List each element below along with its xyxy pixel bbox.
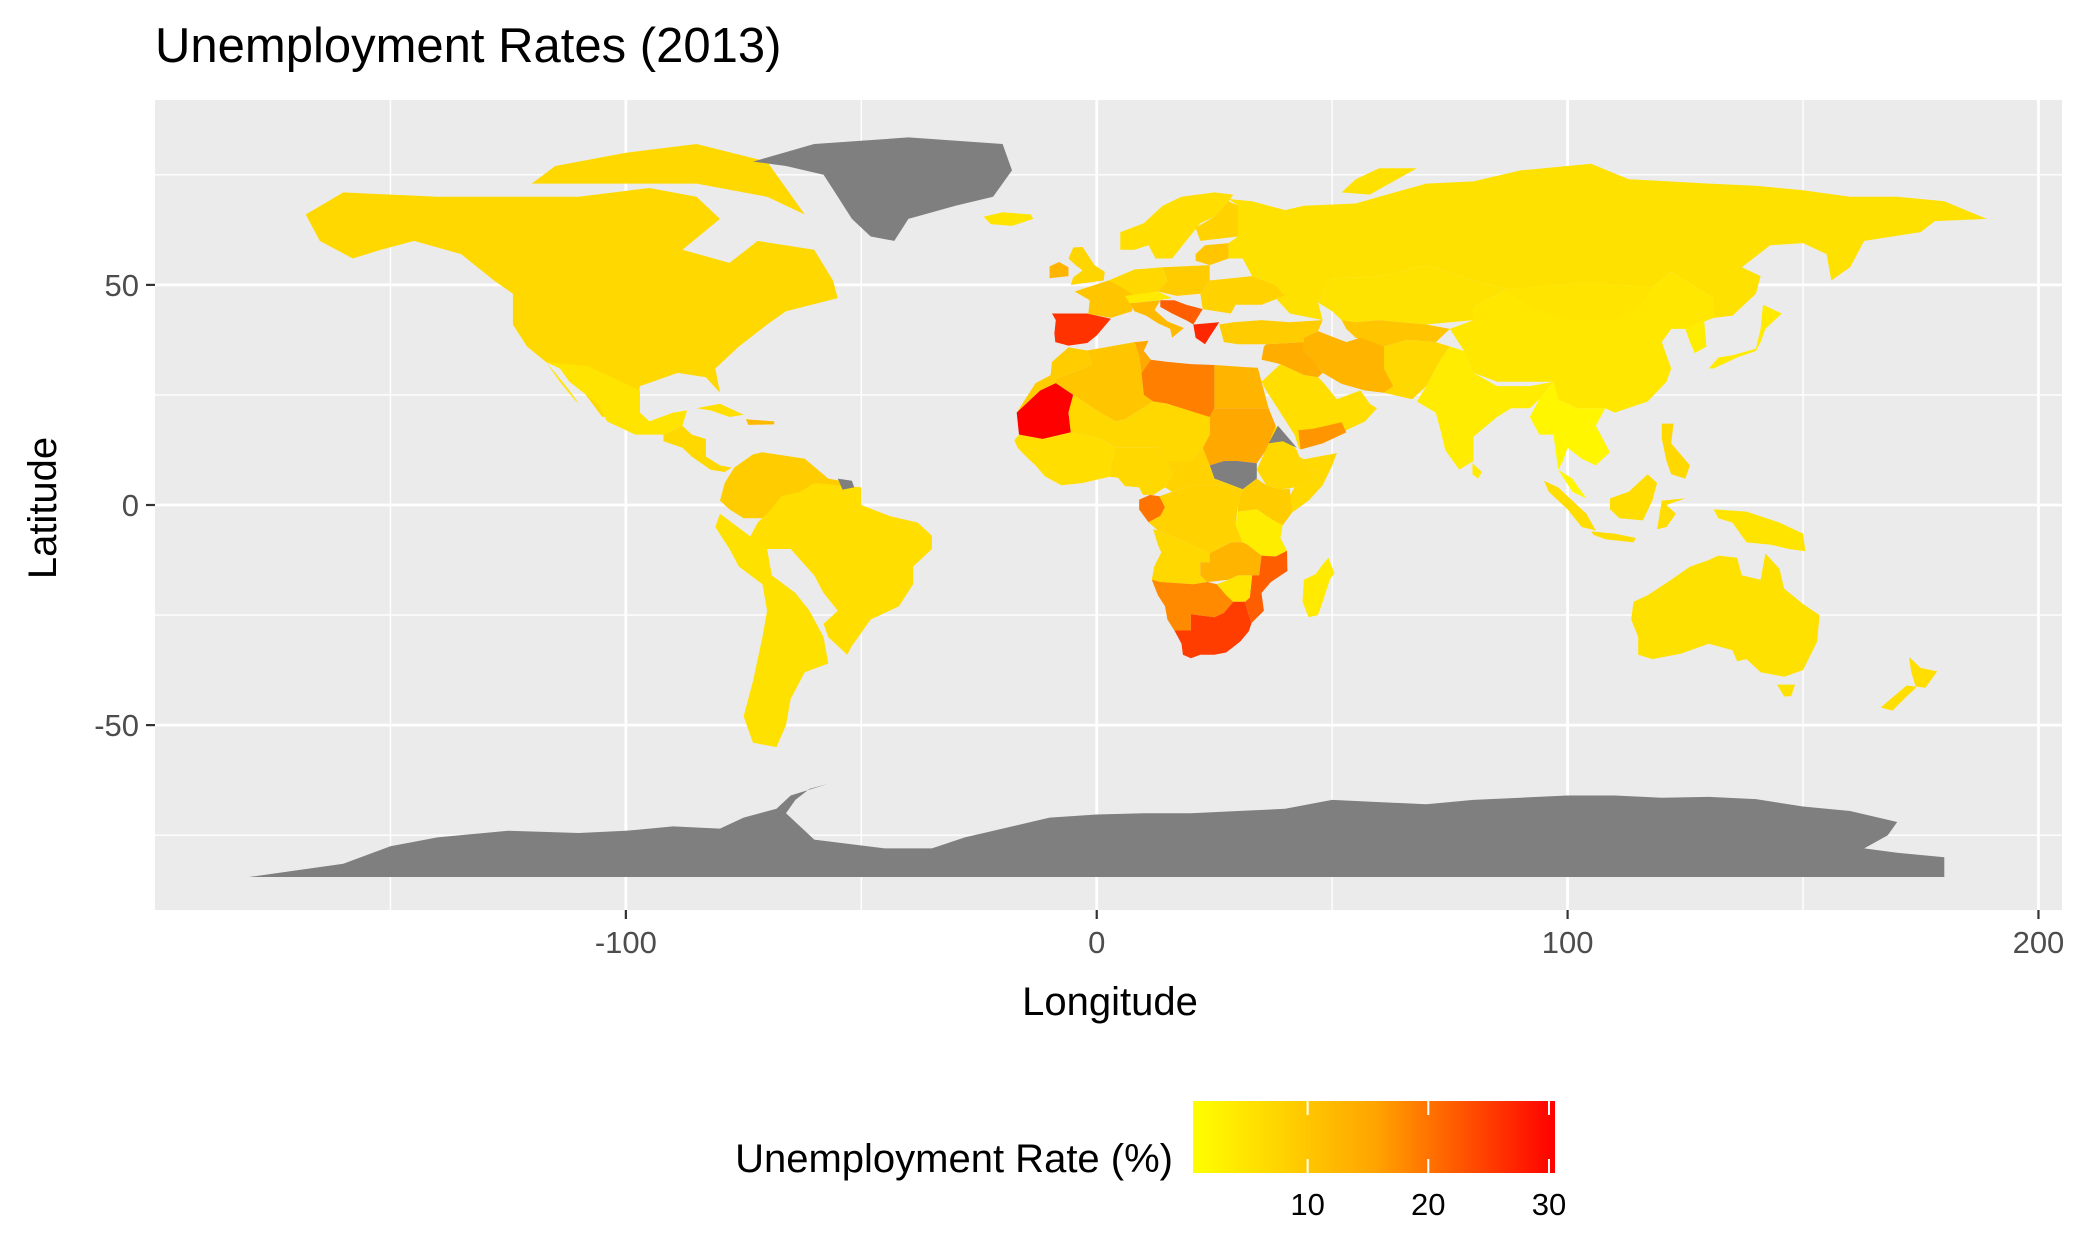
legend-title: Unemployment Rate (%) [735,1137,1173,1181]
region-western-europe [1108,267,1168,296]
region-tanzania [1235,509,1287,557]
region-sumatra [1544,480,1596,531]
region-china [1449,271,1714,413]
region-greenland [753,137,1012,241]
region-brazil [748,483,932,655]
region-korea [1685,320,1707,354]
region-ireland [1049,262,1069,279]
region-iran [1303,331,1394,393]
region-levant-and-iraq [1261,342,1323,378]
chart-title: Unemployment Rates (2013) [155,19,781,73]
region-central-europe [1157,265,1210,296]
region-south-sudan [1209,461,1257,490]
region-west-africa [1014,432,1116,486]
region-iberia [1052,313,1111,346]
region-mongolia [1506,282,1653,321]
region-hispaniola [745,419,775,425]
region-java [1591,531,1636,543]
region-central-africa [1148,483,1243,554]
region-libya [1141,359,1215,417]
region-baltics [1195,243,1229,266]
region-zimbabwe [1216,575,1253,602]
x-axis-title: Longitude [1022,980,1198,1024]
region-alps [1125,291,1173,304]
region-mozambique [1245,550,1288,623]
region-japan [1708,304,1782,369]
region-scandinavia [1120,192,1234,259]
region-gabon [1139,494,1165,523]
region-iceland [983,212,1034,226]
region-mexico [545,361,688,435]
legend-color-bar [1193,1101,1555,1173]
region-balkans [1160,300,1203,325]
region-borneo [1610,474,1658,521]
x-tick-label: 100 [1542,925,1594,960]
region-central-america [663,425,732,472]
region-morocco-and-western-sahara [1016,347,1092,413]
region-antarctica [249,783,1945,877]
region-sulawesi [1657,498,1686,530]
x-tick-label: 0 [1088,925,1105,960]
region-france [1074,280,1135,318]
x-tick-label: -100 [595,925,657,960]
region-mauritania [1016,383,1074,439]
region-north-america [305,188,838,417]
region-kenya-and-uganda [1238,478,1293,526]
region-novaya-zemlya [1341,168,1417,195]
region-sahel [1068,394,1210,461]
legend-ticks: 10 20 30 [1290,1101,1566,1222]
region-guyana-region [837,478,855,490]
region-namibia-and-botswana [1151,579,1234,631]
region-tunisia [1134,340,1151,373]
region-angola [1151,529,1210,585]
region-finland [1195,201,1238,241]
region-india [1416,346,1554,470]
region-yemen [1298,422,1347,450]
region-turkey-and-caucasus [1219,320,1323,345]
y-tick-label: 50 [105,268,139,303]
region-algeria [1055,342,1154,422]
region-egypt [1214,365,1269,409]
map-regions [249,137,1987,877]
region-southeast-asia [1529,381,1610,499]
axis-ticks [146,283,2040,919]
region-zambia-and-malawi [1200,542,1262,582]
region-canadian-arctic [531,144,805,215]
region-italy [1129,300,1184,338]
region-andes-west [715,513,829,748]
region-kazakhstan [1318,265,1507,325]
region-new-guinea [1713,509,1806,552]
legend-tick-label: 30 [1532,1187,1566,1222]
legend: Unemployment Rate (%) 10 20 30 [735,1101,1566,1222]
region-cuba [696,403,744,417]
region-russia [1228,163,1987,321]
region-arabian-peninsula [1261,364,1377,450]
legend-tick-label: 20 [1411,1187,1445,1222]
region-south-africa [1174,601,1252,659]
y-tick-label: 0 [122,488,139,523]
region-chad-and-car [1165,447,1227,492]
region-sri-lanka [1472,463,1482,479]
region-eritrea [1268,425,1297,448]
legend-tick-label: 10 [1290,1187,1324,1222]
y-tick-label: -50 [94,708,139,743]
region-nigeria-and-cameroon [1109,447,1173,495]
region-madagascar [1302,557,1335,618]
region-great-britain [1068,247,1105,285]
region-sudan [1202,408,1276,466]
region-baja-california [545,361,579,404]
region-greece [1193,322,1220,345]
x-tick-label: 200 [2013,925,2065,960]
region-australia [1631,553,1820,677]
region-philippines [1661,423,1690,479]
region-tasmania [1777,684,1795,697]
region-central-asia [1341,320,1450,347]
region-somalia [1289,453,1337,513]
region-eastern-europe [1200,276,1286,314]
region-new-zealand [1880,656,1938,711]
axis-tick-labels: -100 0 100 200 -50 0 50 [94,268,2064,960]
y-axis-title: Latitude [21,437,65,579]
region-afghanistan-and-pakistan [1384,339,1450,400]
